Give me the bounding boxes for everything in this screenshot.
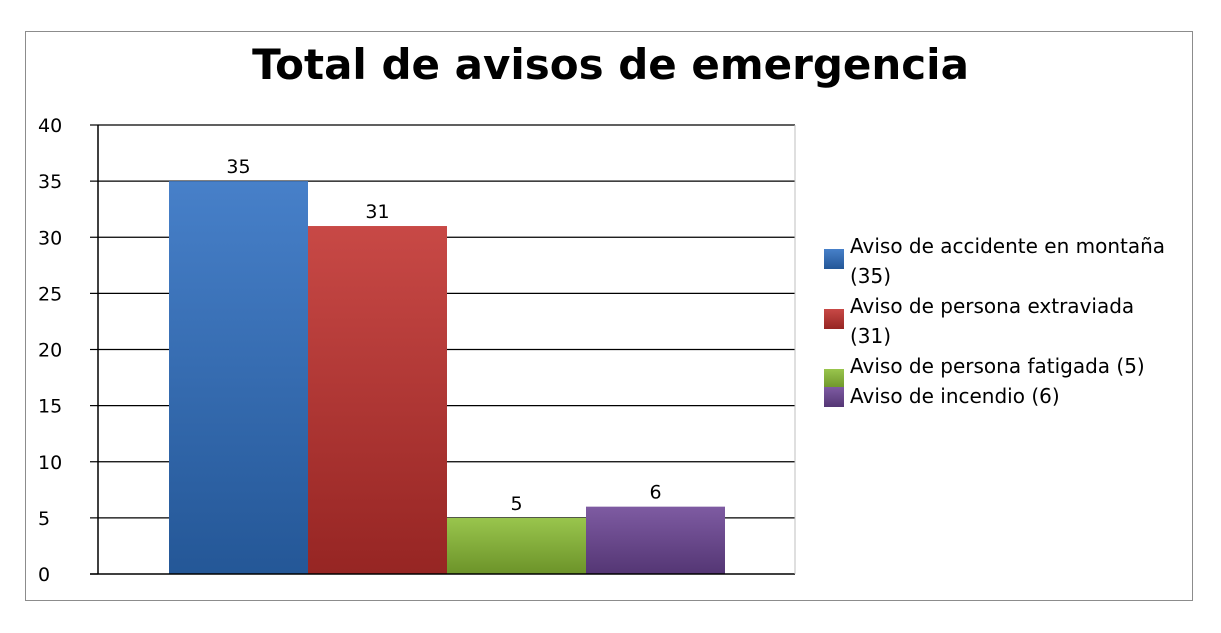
- y-tick-label: 30: [38, 227, 62, 249]
- legend: Aviso de accidente en montaña (35) Aviso…: [824, 231, 1174, 411]
- legend-item-fatigada: Aviso de persona fatigada (5): [824, 351, 1174, 389]
- bar-value-label: 6: [649, 482, 661, 504]
- bar-value-label: 31: [365, 201, 389, 223]
- y-tick-label: 10: [38, 452, 62, 474]
- data-labels: 35 31 5 6: [226, 156, 661, 515]
- bar: [169, 181, 308, 574]
- axes: [90, 125, 796, 575]
- legend-swatch-extraviada: [824, 309, 844, 329]
- bar: [308, 226, 447, 574]
- bar-value-label: 35: [226, 156, 250, 178]
- y-tick-label: 0: [38, 564, 50, 586]
- bar-value-label: 5: [510, 493, 522, 515]
- legend-swatch-accidente: [824, 249, 844, 269]
- bar: [586, 506, 725, 574]
- bars: [169, 181, 725, 574]
- y-tick-label: 20: [38, 340, 62, 362]
- legend-label-incendio: Aviso de incendio (6): [850, 384, 1060, 408]
- legend-item-extraviada: Aviso de persona extraviada (31): [824, 291, 1174, 351]
- legend-item-incendio: Aviso de incendio (6): [824, 381, 1174, 411]
- y-tick-label: 15: [38, 396, 62, 418]
- legend-swatch-fatigada: [824, 369, 844, 389]
- y-tick-labels: 0 5 10 15 20 25 30 35 40: [38, 115, 62, 586]
- y-tick-label: 35: [38, 171, 62, 193]
- y-tick-label: 25: [38, 283, 62, 305]
- bar: [447, 517, 586, 574]
- y-tick-label: 40: [38, 115, 62, 137]
- legend-label-fatigada: Aviso de persona fatigada (5): [850, 354, 1145, 378]
- legend-label-extraviada: Aviso de persona extraviada (31): [850, 294, 1135, 348]
- y-tick-label: 5: [38, 508, 50, 530]
- legend-swatch-incendio: [824, 387, 844, 407]
- legend-item-accidente: Aviso de accidente en montaña (35): [824, 231, 1174, 291]
- chart-title: Total de avisos de emergencia: [252, 40, 969, 89]
- legend-label-accidente: Aviso de accidente en montaña (35): [850, 234, 1166, 288]
